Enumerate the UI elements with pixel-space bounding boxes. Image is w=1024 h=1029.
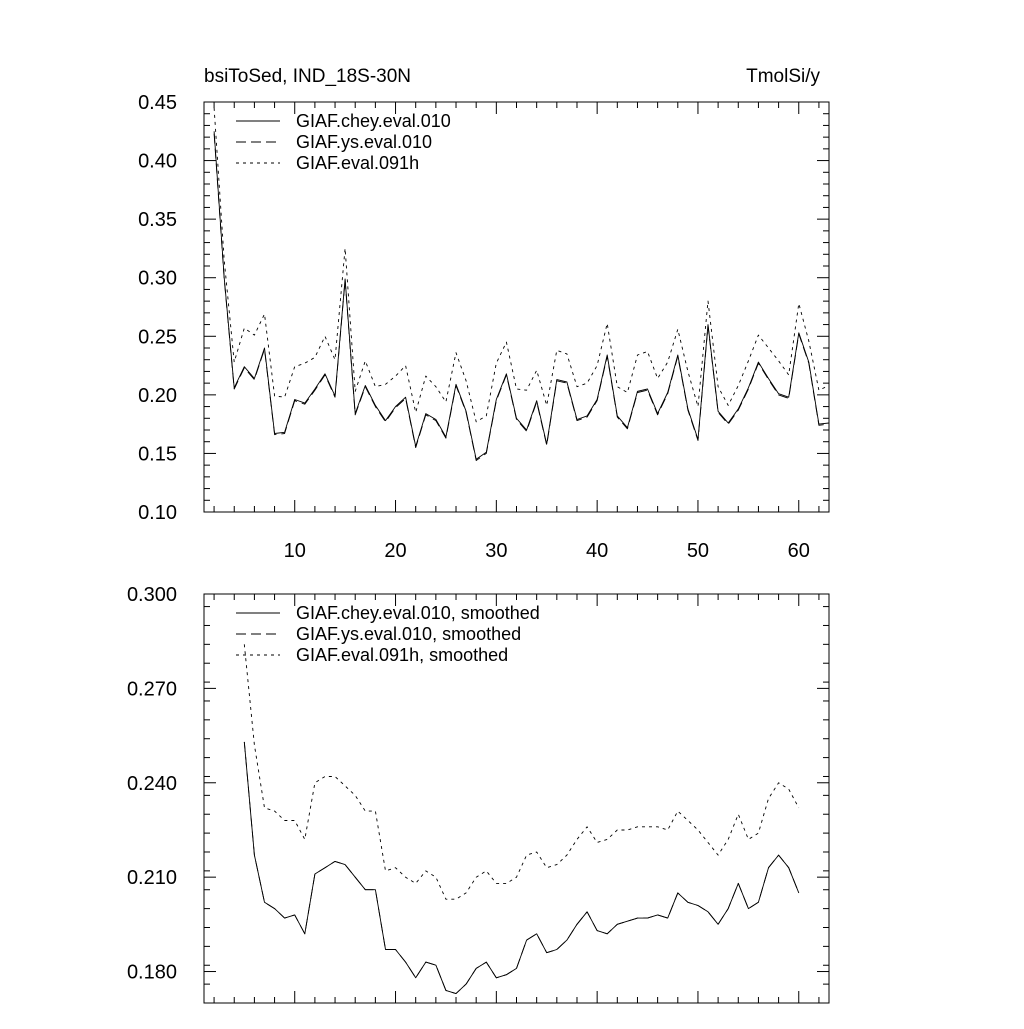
panel-1-x-tick-label: 10 [284, 540, 306, 562]
panel-1-legend-label-1: GIAF.chey.eval.010 [296, 111, 451, 131]
panel-2-y-tick-label: 0.180 [127, 962, 177, 984]
panel-1-x-tick-label: 50 [687, 540, 709, 562]
panel-2-y-tick-label: 0.300 [127, 584, 177, 606]
panel-2-y-tick-label: 0.240 [127, 773, 177, 795]
panel-1-x-tick-label: 30 [485, 540, 507, 562]
chart-title: bsiToSed, IND_18S-30N [204, 66, 411, 87]
panel-1-series-line-2 [213, 133, 829, 461]
panel-1-y-tick-label: 0.45 [138, 92, 177, 114]
panel-1-legend-label-3: GIAF.eval.091h [296, 153, 419, 173]
panel-1-y-tick-label: 0.15 [138, 443, 177, 465]
panel-2-series-line-3 [243, 644, 800, 900]
panel-2-legend-label-1: GIAF.chey.eval.010, smoothed [296, 603, 540, 623]
units-label: TmolSi/y [746, 66, 820, 87]
panel-1-y-tick-label: 0.35 [138, 209, 177, 231]
panel-2-y-tick-label: 0.270 [127, 678, 177, 700]
panel-2-series-line-2 [243, 741, 800, 995]
panel-1-series-line-3 [213, 107, 829, 423]
panel-1-y-tick-label: 0.10 [138, 502, 177, 524]
panel-1-y-tick-label: 0.25 [138, 326, 177, 348]
panel-1-x-tick-label: 40 [586, 540, 608, 562]
panel-1-series-line-1 [213, 131, 829, 460]
panel-2-series-line-1 [243, 741, 800, 995]
panel-2-legend-label-2: GIAF.ys.eval.010, smoothed [296, 624, 521, 644]
panel-1-y-tick-label: 0.20 [138, 385, 177, 407]
panel-1-legend-label-2: GIAF.ys.eval.010 [296, 132, 432, 152]
panel-1-x-tick-label: 60 [788, 540, 810, 562]
panel-1-x-tick-label: 20 [384, 540, 406, 562]
panel-2-legend-label-3: GIAF.eval.091h, smoothed [296, 645, 508, 665]
panel-2-y-tick-label: 0.210 [127, 867, 177, 889]
panel-1-y-tick-label: 0.40 [138, 151, 177, 173]
panel-1-y-tick-label: 0.30 [138, 268, 177, 290]
